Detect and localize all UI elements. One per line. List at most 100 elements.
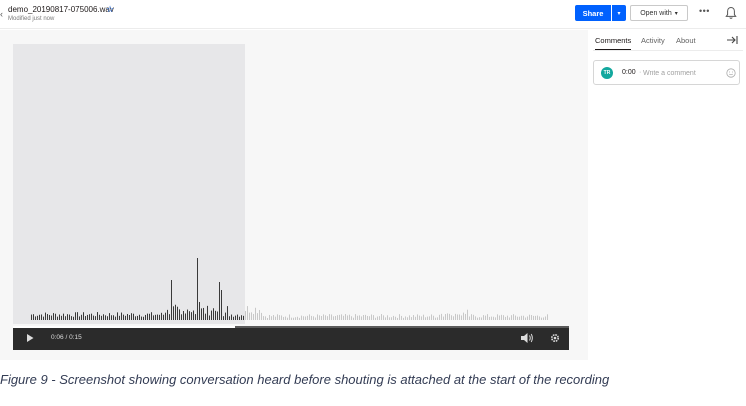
waveform-bar	[483, 315, 484, 320]
waveform-bar	[463, 312, 464, 320]
waveform-bar	[535, 315, 536, 320]
waveform-bar	[383, 315, 384, 320]
comment-composer: TR 0:00 ·	[593, 60, 740, 85]
chevron-left-icon[interactable]: ‹	[0, 9, 3, 19]
waveform-bar	[143, 316, 144, 320]
waveform-bar	[89, 314, 90, 320]
waveform-bar	[381, 314, 382, 320]
waveform-bar	[321, 316, 322, 320]
waveform-bar	[65, 316, 66, 320]
waveform-bar	[231, 314, 232, 320]
waveform-bar	[403, 317, 404, 320]
collapse-sidebar-icon[interactable]	[726, 35, 738, 45]
comment-input[interactable]	[643, 67, 723, 79]
waveform-bar	[97, 312, 98, 320]
waveform-bar	[529, 314, 530, 320]
waveform-bar	[273, 315, 274, 320]
waveform-bar	[95, 316, 96, 320]
tab-activity[interactable]: Activity	[641, 36, 665, 45]
waveform-bar	[389, 317, 390, 320]
tab-about[interactable]: About	[676, 36, 696, 45]
waveform-bar	[251, 312, 252, 320]
waveform-bar	[485, 315, 486, 320]
waveform-bar	[197, 258, 198, 320]
waveform-bar	[455, 313, 456, 320]
waveform-bar	[309, 314, 310, 320]
waveform-bar	[425, 317, 426, 320]
volume-icon[interactable]	[520, 332, 534, 344]
waveform-bar	[293, 317, 294, 320]
waveform-bar	[149, 313, 150, 320]
waveform-bar	[37, 315, 38, 320]
emoji-icon[interactable]	[726, 68, 736, 78]
waveform-bar	[175, 304, 176, 320]
waveform-bar	[493, 316, 494, 320]
waveform-bar	[509, 317, 510, 320]
waveform-bar	[203, 307, 204, 320]
waveform-bar	[121, 312, 122, 320]
waveform-bar	[373, 315, 374, 320]
share-dropdown-button[interactable]: ▾	[612, 5, 626, 21]
waveform-bar	[73, 316, 74, 320]
waveform-bar	[415, 316, 416, 320]
waveform-bar	[531, 315, 532, 320]
waveform-bar	[537, 315, 538, 320]
settings-gear-icon[interactable]	[549, 332, 561, 344]
waveform-bar	[387, 315, 388, 320]
waveform-bar	[545, 316, 546, 320]
waveform-bar	[359, 315, 360, 320]
waveform-bar	[329, 314, 330, 320]
tab-comments[interactable]: Comments	[595, 36, 632, 50]
waveform-bar	[511, 315, 512, 320]
waveform-bar	[179, 309, 180, 320]
waveform-bar	[409, 315, 410, 320]
file-name: demo_20190817-075006.wav	[8, 5, 114, 14]
waveform-bar	[301, 315, 302, 320]
waveform-bar	[261, 312, 262, 320]
waveform-bar	[133, 313, 134, 320]
waveform-bar	[365, 314, 366, 320]
audio-waveform[interactable]	[13, 44, 569, 324]
waveform-bar	[375, 317, 376, 320]
waveform-bar	[367, 315, 368, 320]
progress-fill	[13, 326, 236, 328]
waveform-bar	[539, 316, 540, 320]
waveform-bar	[465, 313, 466, 320]
waveform-bar	[99, 314, 100, 320]
waveform-bar	[453, 316, 454, 320]
waveform-bar	[543, 317, 544, 320]
waveform-bar	[341, 314, 342, 320]
waveform-bar	[115, 316, 116, 320]
play-icon[interactable]	[25, 333, 35, 343]
progress-track[interactable]	[13, 326, 569, 328]
share-button[interactable]: Share	[575, 5, 611, 21]
waveform-bar	[113, 315, 114, 320]
bell-icon[interactable]	[725, 6, 737, 20]
waveform-bar	[181, 314, 182, 320]
waveform-bar	[249, 312, 250, 320]
waveform-bar	[189, 311, 190, 320]
modified-status: Modified just now	[8, 16, 55, 22]
waveform-bar	[155, 314, 156, 320]
waveform-bar	[363, 314, 364, 320]
waveform-bar	[271, 316, 272, 320]
waveform-bar	[281, 315, 282, 320]
waveform-bar	[47, 314, 48, 320]
more-options-button[interactable]: •••	[699, 6, 710, 16]
waveform-bar	[233, 316, 234, 320]
waveform-bar	[193, 310, 194, 320]
waveform-bar	[235, 315, 236, 320]
waveform-bar	[69, 314, 70, 320]
waveform-bar	[263, 316, 264, 320]
waveform-bar	[127, 313, 128, 320]
waveform-bar	[489, 316, 490, 320]
star-icon[interactable]: ☆	[106, 4, 115, 14]
comment-timestamp[interactable]: 0:00	[622, 69, 636, 76]
waveform-bar	[207, 305, 208, 320]
waveform-bar	[237, 314, 238, 320]
waveform-bar	[345, 314, 346, 320]
open-with-button[interactable]: Open with ▾	[630, 5, 688, 21]
waveform-bar	[333, 316, 334, 320]
waveform-bar	[473, 314, 474, 320]
waveform-bar	[101, 315, 102, 320]
